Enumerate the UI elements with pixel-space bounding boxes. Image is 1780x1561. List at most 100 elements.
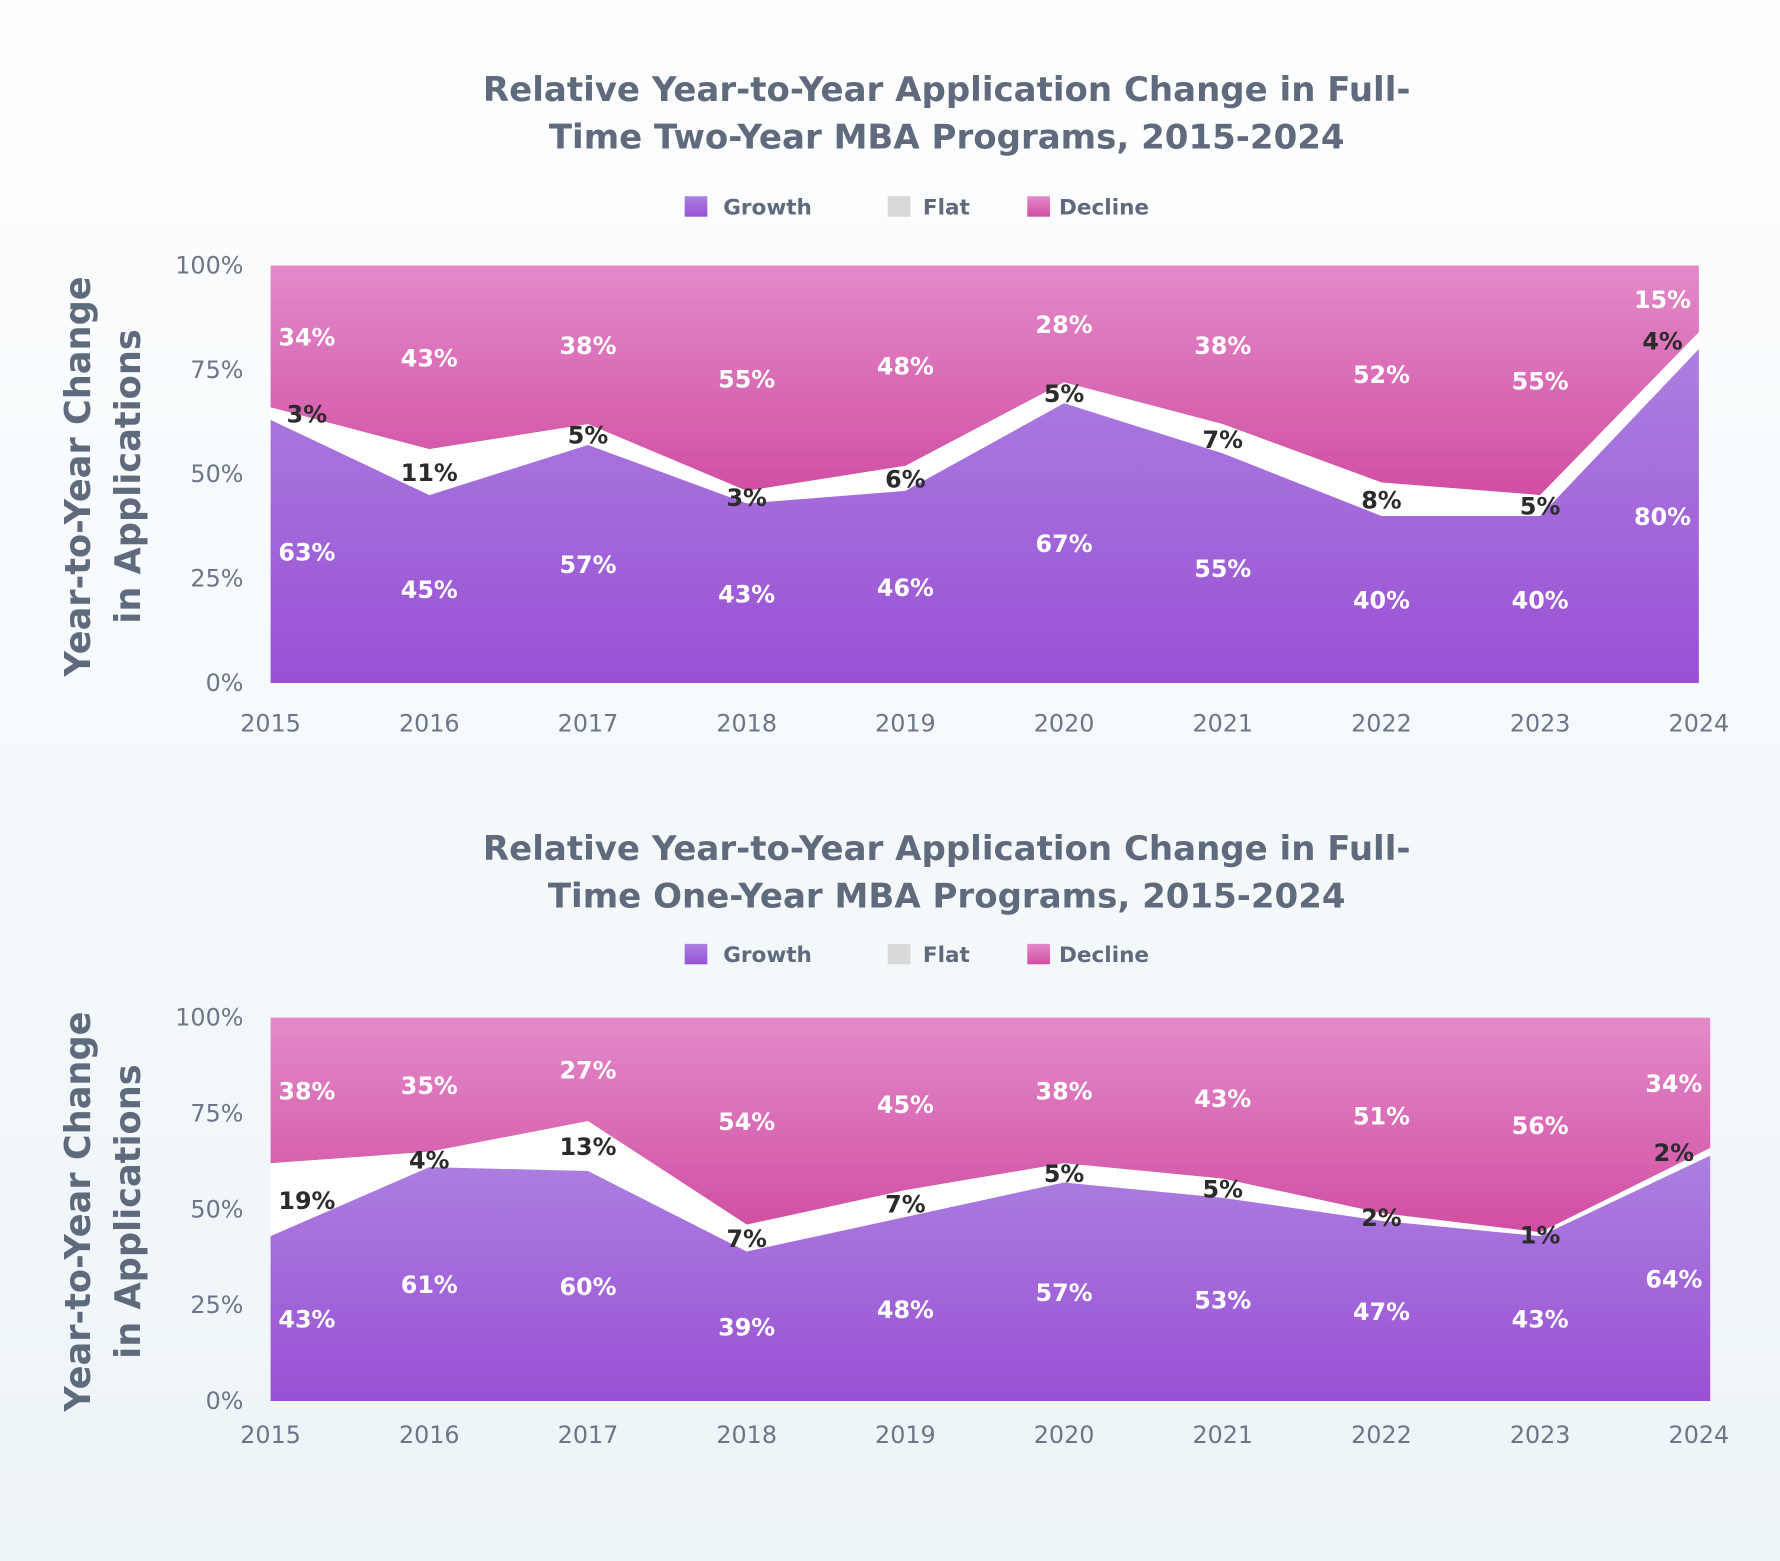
flat-data-label: 1% <box>1520 1221 1561 1249</box>
growth-data-label: 39% <box>718 1313 775 1341</box>
decline-area <box>270 265 1699 496</box>
legend-label-growth: Growth <box>723 943 812 968</box>
y-tick-label: 50% <box>190 460 243 488</box>
y-tick-label: 25% <box>190 565 243 593</box>
decline-data-label: 43% <box>1194 1085 1251 1113</box>
flat-data-label: 7% <box>885 1191 926 1219</box>
y-tick-label: 25% <box>190 1291 243 1319</box>
y-axis-title-line-2: in Applications <box>108 329 149 623</box>
x-tick-label: 2019 <box>875 1421 936 1449</box>
x-tick-label: 2017 <box>558 710 619 738</box>
legend-swatch-decline <box>1027 943 1050 965</box>
chart-title-line-1: Relative Year-to-Year Application Change… <box>483 829 1411 869</box>
decline-data-label: 35% <box>401 1072 458 1100</box>
y-tick-label: 100% <box>175 251 243 279</box>
legend-label-flat: Flat <box>923 195 970 220</box>
flat-data-label: 7% <box>726 1225 767 1253</box>
x-tick-label: 2018 <box>716 1421 777 1449</box>
growth-data-label: 57% <box>1036 1279 1093 1307</box>
x-tick-label: 2016 <box>399 1421 460 1449</box>
decline-area <box>270 1017 1711 1233</box>
growth-data-label: 67% <box>1036 530 1093 558</box>
flat-data-label: 5% <box>1044 380 1085 408</box>
growth-data-label: 60% <box>559 1273 616 1301</box>
x-tick-label: 2020 <box>1034 710 1095 738</box>
legend-label-decline: Decline <box>1059 195 1149 220</box>
flat-data-label: 8% <box>1361 486 1402 514</box>
growth-data-label: 63% <box>278 539 335 567</box>
legend: Growth Flat Decline <box>684 943 1149 968</box>
x-tick-label: 2017 <box>558 1421 619 1449</box>
decline-data-label: 38% <box>278 1078 335 1106</box>
legend-swatch-flat <box>887 196 911 217</box>
decline-data-label: 43% <box>401 344 458 372</box>
legend-swatch-growth <box>684 196 708 217</box>
flat-data-label: 5% <box>1520 493 1561 521</box>
chart-title-line-2: Time One-Year MBA Programs, 2015-2024 <box>548 877 1346 917</box>
growth-data-label: 45% <box>401 576 458 604</box>
flat-data-label: 3% <box>287 401 328 429</box>
flat-data-label: 6% <box>885 465 926 493</box>
decline-data-label: 52% <box>1353 361 1410 389</box>
flat-data-label: 3% <box>726 484 767 512</box>
legend-label-flat: Flat <box>923 943 970 968</box>
flat-data-label: 2% <box>1361 1204 1402 1232</box>
y-axis-title-line-2: in Applications <box>108 1064 149 1359</box>
legend: Growth Flat Decline <box>684 195 1149 220</box>
chart-title-line-1: Relative Year-to-Year Application Change… <box>483 70 1411 110</box>
growth-data-label: 40% <box>1353 587 1410 615</box>
decline-data-label: 38% <box>559 332 616 360</box>
y-axis-title: Year-to-Year Change in Applications <box>58 1012 149 1413</box>
decline-data-label: 48% <box>877 353 934 381</box>
x-tick-label: 2024 <box>1669 710 1730 738</box>
growth-data-label: 46% <box>877 574 934 602</box>
x-tick-label: 2024 <box>1669 1421 1730 1449</box>
growth-data-label: 47% <box>1353 1298 1410 1326</box>
decline-data-label: 15% <box>1634 286 1691 314</box>
growth-data-label: 53% <box>1194 1287 1251 1315</box>
flat-data-label: 13% <box>559 1133 616 1161</box>
y-tick-label: 50% <box>190 1195 243 1223</box>
flat-data-label: 5% <box>1203 1175 1244 1203</box>
chart-title-line-2: Time Two-Year MBA Programs, 2015-2024 <box>549 118 1345 158</box>
x-tick-label: 2023 <box>1510 710 1571 738</box>
growth-data-label: 55% <box>1194 555 1251 583</box>
flat-data-label: 4% <box>1642 328 1683 356</box>
x-tick-label: 2020 <box>1034 1421 1095 1449</box>
growth-data-label: 57% <box>559 551 616 579</box>
growth-data-label: 43% <box>718 580 775 608</box>
decline-data-label: 51% <box>1353 1102 1410 1130</box>
decline-data-label: 56% <box>1512 1112 1569 1140</box>
flat-area <box>270 1121 1711 1252</box>
y-tick-label: 0% <box>206 669 244 697</box>
decline-data-label: 55% <box>718 365 775 393</box>
x-tick-label: 2021 <box>1192 710 1253 738</box>
chart-two-year: Relative Year-to-Year Application Change… <box>58 70 1729 738</box>
legend-label-growth: Growth <box>723 195 812 220</box>
flat-area <box>270 332 1699 516</box>
flat-data-label: 11% <box>401 459 458 487</box>
y-tick-label: 75% <box>190 1099 243 1127</box>
y-axis-title-line-1: Year-to-Year Change <box>58 276 99 677</box>
decline-data-label: 34% <box>278 324 335 352</box>
growth-area <box>270 348 1699 683</box>
growth-data-label: 64% <box>1645 1265 1702 1293</box>
legend-swatch-growth <box>684 943 708 965</box>
x-tick-label: 2018 <box>716 710 777 738</box>
x-tick-label: 2022 <box>1351 1421 1412 1449</box>
x-tick-label: 2015 <box>240 1421 301 1449</box>
y-axis-title: Year-to-Year Change in Applications <box>58 276 149 677</box>
decline-data-label: 45% <box>877 1091 934 1119</box>
growth-data-label: 48% <box>877 1296 934 1324</box>
growth-data-label: 43% <box>278 1306 335 1334</box>
legend-swatch-flat <box>887 943 911 965</box>
x-tick-label: 2015 <box>240 710 301 738</box>
chart-one-year: Relative Year-to-Year Application Change… <box>58 829 1729 1449</box>
x-tick-label: 2021 <box>1192 1421 1253 1449</box>
x-tick-label: 2023 <box>1510 1421 1571 1449</box>
legend-swatch-decline <box>1027 196 1050 217</box>
decline-data-label: 38% <box>1194 332 1251 360</box>
growth-data-label: 80% <box>1634 503 1691 531</box>
decline-data-label: 54% <box>718 1108 775 1136</box>
